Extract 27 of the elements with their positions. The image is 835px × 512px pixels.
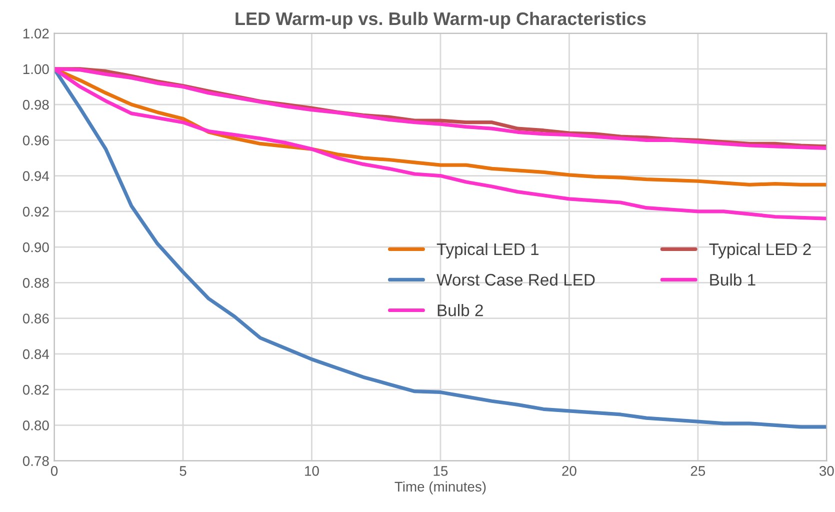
y-tick-label: 0.98: [22, 100, 49, 110]
legend-label: Typical LED 1: [436, 242, 538, 258]
y-tick-label: 0.80: [22, 420, 49, 430]
y-tick-label: 0.90: [22, 242, 49, 252]
x-tick-label: 0: [50, 466, 58, 476]
x-tick-label: 20: [562, 466, 576, 476]
legend-label: Bulb 1: [710, 273, 756, 286]
x-tick-label: 30: [819, 466, 834, 476]
y-tick-label: 0.86: [22, 314, 49, 324]
y-tick-label: 0.82: [22, 384, 49, 395]
x-axis-title: Time (minutes): [394, 481, 486, 494]
chart-title: LED Warm-up vs. Bulb Warm-up Characteristics: [236, 12, 646, 29]
x-tick-label: 25: [690, 466, 706, 476]
legend-label: Bulb 2: [438, 304, 483, 316]
y-tick-label: 0.94: [22, 171, 50, 181]
y-tick-label: 0.78: [22, 456, 49, 466]
y-tick-label: 0.96: [22, 135, 49, 146]
legend-label: Typical LED 2: [709, 242, 811, 258]
y-tick-label: 1.02: [23, 28, 49, 38]
x-tick-label: 5: [180, 466, 186, 476]
y-tick-label: 1.00: [23, 64, 49, 74]
y-tick-label: 0.84: [22, 349, 50, 360]
y-tick-label: 0.88: [22, 278, 49, 288]
legend-label: Worst Case Red LED: [436, 273, 595, 286]
x-tick-label: 15: [434, 466, 448, 476]
y-tick-label: 0.92: [22, 206, 49, 217]
x-tick-label: 10: [305, 466, 319, 476]
